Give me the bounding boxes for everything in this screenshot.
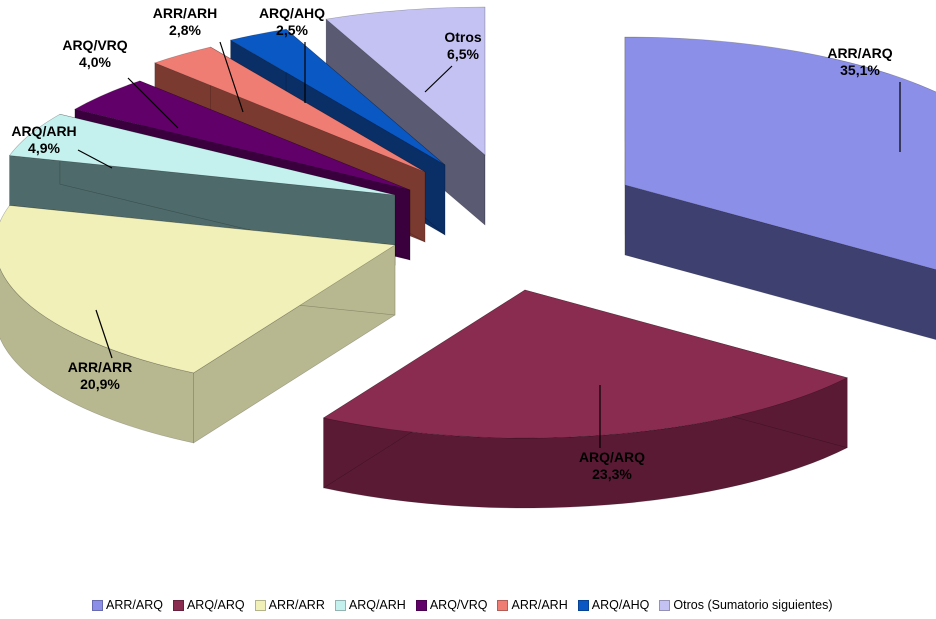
legend-swatch: [255, 600, 266, 611]
legend-swatch: [497, 600, 508, 611]
slice-label-arq-arq: ARQ/ARQ: [579, 449, 645, 465]
slice-value-arq-arh: 4,9%: [28, 140, 60, 156]
slice-label-arq-ahq: ARQ/AHQ: [259, 5, 325, 21]
legend-item-arq-ahq: ARQ/AHQ: [578, 598, 650, 612]
legend: ARR/ARQ ARQ/ARQ ARR/ARR ARQ/ARH ARQ/VRQ ARR/A…: [92, 598, 833, 612]
legend-label: ARR/ARQ: [106, 598, 163, 612]
slice-value-arr-arr: 20,9%: [80, 376, 120, 392]
slice-value-arq-ahq: 2,5%: [276, 22, 308, 38]
legend-label: ARQ/AHQ: [592, 598, 650, 612]
legend-label: ARR/ARH: [511, 598, 567, 612]
legend-label: ARQ/VRQ: [430, 598, 488, 612]
legend-swatch: [335, 600, 346, 611]
legend-label: Otros (Sumatorio siguientes): [673, 598, 832, 612]
legend-label: ARQ/ARH: [349, 598, 406, 612]
slice-value-otros: 6,5%: [447, 46, 479, 62]
slice-label-arq-arh: ARQ/ARH: [11, 123, 76, 139]
legend-swatch: [659, 600, 670, 611]
slice-label-arr-arr: ARR/ARR: [68, 359, 133, 375]
slice-value-arq-vrq: 4,0%: [79, 54, 111, 70]
legend-item-arr-arh: ARR/ARH: [497, 598, 567, 612]
slice-value-arr-arh: 2,8%: [169, 22, 201, 38]
legend-swatch: [173, 600, 184, 611]
legend-label: ARR/ARR: [269, 598, 325, 612]
legend-item-otros: Otros (Sumatorio siguientes): [659, 598, 832, 612]
legend-swatch: [92, 600, 103, 611]
legend-label: ARQ/ARQ: [187, 598, 245, 612]
slice-label-otros: Otros: [444, 29, 482, 45]
legend-swatch: [416, 600, 427, 611]
legend-item-arr-arr: ARR/ARR: [255, 598, 325, 612]
slice-label-arr-arh: ARR/ARH: [153, 5, 218, 21]
slice-value-arr-arq: 35,1%: [840, 62, 880, 78]
legend-item-arq-vrq: ARQ/VRQ: [416, 598, 488, 612]
legend-item-arq-arq: ARQ/ARQ: [173, 598, 245, 612]
slice-value-arq-arq: 23,3%: [592, 466, 632, 482]
legend-swatch: [578, 600, 589, 611]
legend-item-arr-arq: ARR/ARQ: [92, 598, 163, 612]
legend-item-arq-arh: ARQ/ARH: [335, 598, 406, 612]
slice-label-arr-arq: ARR/ARQ: [827, 45, 892, 61]
slice-label-arq-vrq: ARQ/VRQ: [62, 37, 127, 53]
